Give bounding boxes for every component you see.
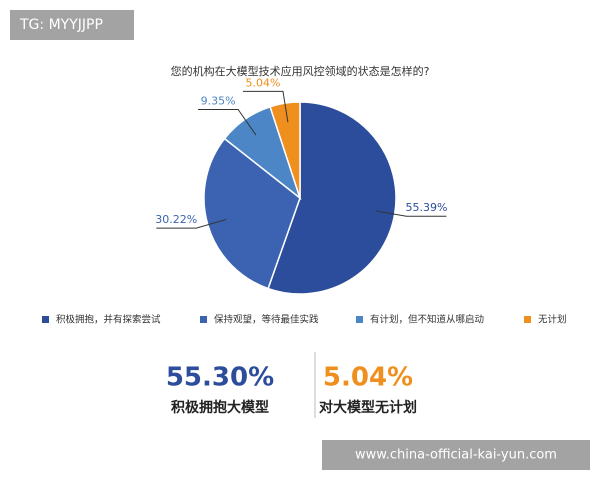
watermark-box: [322, 440, 590, 470]
highlight-label: 积极拥抱大模型: [171, 399, 269, 416]
highlight-label: 对大模型无计划: [319, 399, 417, 416]
data-label: 30.22%: [155, 213, 197, 226]
legend-label: 有计划，但不知道从哪启动: [370, 314, 484, 326]
leader-line: [242, 90, 289, 123]
highlight-value: 5.04%: [323, 363, 413, 393]
legend-swatch: [200, 316, 207, 323]
data-label: 5.04%: [245, 76, 280, 89]
leader-line: [156, 218, 227, 229]
leader-line: [198, 109, 257, 136]
watermark-text: TG: MYYJJPP: [19, 17, 103, 33]
highlight-value: 55.30%: [166, 363, 274, 393]
leader-line: [375, 210, 447, 217]
watermark-box: [10, 10, 134, 40]
legend-label: 保持观望，等待最佳实践: [214, 314, 319, 326]
data-label: 55.39%: [405, 201, 447, 214]
watermark-text: www.china-official-kai-yun.com: [355, 448, 557, 463]
legend-swatch: [42, 316, 49, 323]
chart-title: 您的机构在大模型技术应用风控领域的状态是怎样的?: [171, 64, 430, 78]
legend-swatch: [524, 316, 531, 323]
legend-label: 积极拥抱，并有探索尝试: [56, 314, 161, 326]
legend-label: 无计划: [538, 314, 567, 326]
legend-swatch: [356, 316, 363, 323]
data-label: 9.35%: [201, 95, 236, 108]
